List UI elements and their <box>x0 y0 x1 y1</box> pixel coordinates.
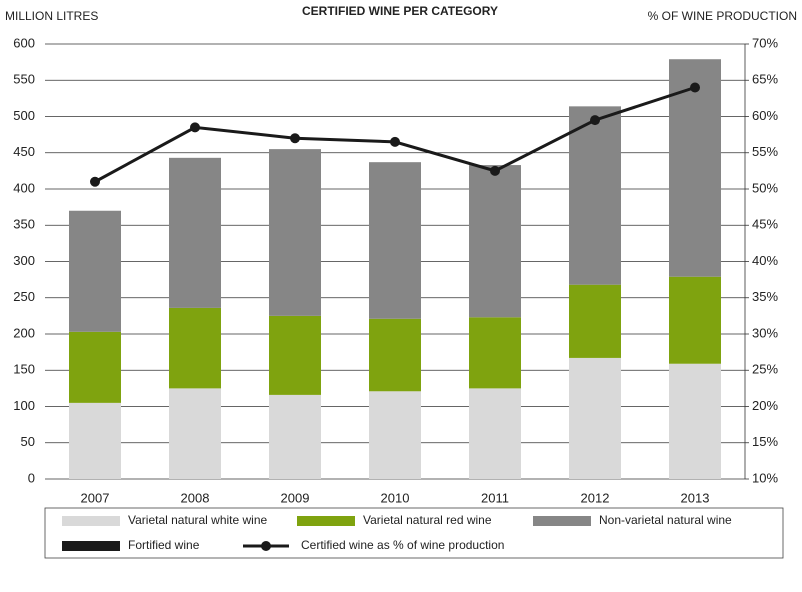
y-tick-label: 350 <box>13 217 35 232</box>
y-axis-title: MILLION LITRES <box>5 9 98 23</box>
y-tick-label: 600 <box>13 35 35 50</box>
y2-tick-label: 45% <box>752 217 778 232</box>
line-marker <box>190 122 200 133</box>
bar-segment <box>269 149 321 316</box>
y-tick-label: 150 <box>13 362 35 377</box>
legend-box <box>44 507 784 559</box>
y-tick-label: 100 <box>13 398 35 413</box>
y2-tick-label: 25% <box>752 362 778 377</box>
y2-tick-label: 65% <box>752 72 778 87</box>
line-marker <box>90 176 100 187</box>
x-tick-label: 2007 <box>81 490 110 505</box>
bar-segment <box>269 315 321 395</box>
y2-tick-label: 35% <box>752 289 778 304</box>
bar-segment <box>569 357 621 479</box>
bar-segment <box>669 363 721 479</box>
y-tick-label: 0 <box>28 470 35 485</box>
bar-segment <box>169 388 221 479</box>
x-tick-label: 2010 <box>381 490 410 505</box>
y2-tick-label: 40% <box>752 253 778 268</box>
x-tick-label: 2011 <box>481 490 509 505</box>
y2-axis-title: % OF WINE PRODUCTION <box>648 9 797 23</box>
y2-tick-label: 55% <box>752 144 778 159</box>
bar-segment <box>269 394 321 479</box>
legend-label: Varietal natural red wine <box>363 513 492 527</box>
bar-segment <box>69 402 121 479</box>
bar-segment <box>369 162 421 319</box>
bar-segment <box>469 317 521 389</box>
y2-tick-label: 70% <box>752 35 778 50</box>
line-marker <box>390 136 400 147</box>
bar-segment <box>369 391 421 479</box>
bar-segment <box>469 165 521 318</box>
bar-segment <box>69 210 121 332</box>
line-marker <box>690 82 700 93</box>
bar-segment <box>169 157 221 308</box>
y-tick-label: 50 <box>21 434 35 449</box>
line-marker <box>290 133 300 144</box>
bar-segment <box>669 276 721 364</box>
y2-tick-label: 20% <box>752 398 778 413</box>
y2-tick-label: 60% <box>752 108 778 123</box>
bar-segment <box>569 106 621 285</box>
y-tick-label: 200 <box>13 325 35 340</box>
bar-segment <box>469 388 521 479</box>
line-marker <box>590 115 600 126</box>
y-tick-label: 450 <box>13 144 35 159</box>
legend-swatch <box>533 516 591 526</box>
legend-label: Non-varietal natural wine <box>599 513 732 527</box>
legend-swatch <box>62 541 120 551</box>
y2-tick-label: 30% <box>752 325 778 340</box>
bar-segment <box>569 284 621 358</box>
legend-label: Varietal natural white wine <box>128 513 268 527</box>
x-tick-label: 2008 <box>181 490 210 505</box>
line-marker <box>490 165 500 176</box>
y-tick-label: 250 <box>13 289 35 304</box>
chart-title: CERTIFIED WINE PER CATEGORY <box>302 4 498 18</box>
y-tick-label: 550 <box>13 72 35 87</box>
x-tick-label: 2009 <box>281 490 310 505</box>
y-tick-label: 300 <box>13 253 35 268</box>
bar-segment <box>69 331 121 403</box>
legend-marker <box>261 541 271 551</box>
bar-segment <box>669 59 721 277</box>
legend-swatch <box>62 516 120 526</box>
y-tick-label: 500 <box>13 108 35 123</box>
bar-segment <box>169 307 221 389</box>
legend-label: Fortified wine <box>128 538 200 552</box>
x-tick-label: 2012 <box>581 490 610 505</box>
y2-tick-label: 50% <box>752 180 778 195</box>
y2-tick-label: 15% <box>752 434 778 449</box>
legend-swatch <box>297 516 355 526</box>
legend-label: Certified wine as % of wine production <box>301 538 504 552</box>
x-tick-label: 2013 <box>681 490 710 505</box>
y-tick-label: 400 <box>13 180 35 195</box>
bar-segment <box>369 318 421 392</box>
y2-tick-label: 10% <box>752 470 778 485</box>
